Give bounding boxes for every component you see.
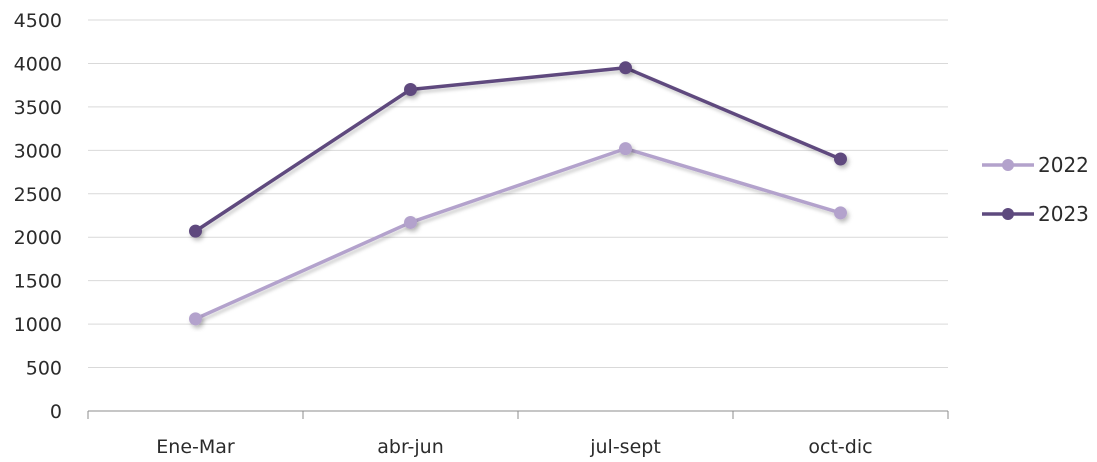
legend: 2022 2023 [982,153,1089,226]
x-tick-label: jul-sept [589,436,661,458]
data-point-2022 [834,206,847,219]
legend-swatch-marker [1002,159,1014,171]
y-tick-label: 2000 [14,227,62,249]
data-point-2023 [834,153,847,166]
axes: 0 500 1000 1500 2000 2500 3000 3500 4000 4500 Ene-… [14,10,948,458]
data-point-2023 [619,61,632,74]
data-point-2023 [189,225,202,238]
series-line-2023 [196,68,841,231]
legend-label: 2023 [1038,202,1089,226]
y-tick-label: 4000 [14,53,62,75]
data-point-2022 [619,142,632,155]
y-tick-label: 3500 [14,97,62,119]
y-tick-label: 1000 [14,314,62,336]
x-tick-label: Ene-Mar [156,436,235,458]
y-tick-label: 1500 [14,271,62,293]
data-point-2022 [189,312,202,325]
y-tick-label: 3000 [14,140,62,162]
gridlines [88,20,948,368]
x-tick-label: oct-dic [808,436,872,458]
y-tick-label: 0 [50,401,62,423]
y-tick-label: 4500 [14,10,62,32]
y-tick-label: 2500 [14,184,62,206]
series-line-2022 [196,149,841,319]
y-tick-label: 500 [26,358,62,380]
data-point-2023 [404,83,417,96]
data-point-2022 [404,216,417,229]
x-tick-label: abr-jun [377,436,444,458]
legend-label: 2022 [1038,153,1089,177]
legend-swatch-marker [1002,208,1014,220]
